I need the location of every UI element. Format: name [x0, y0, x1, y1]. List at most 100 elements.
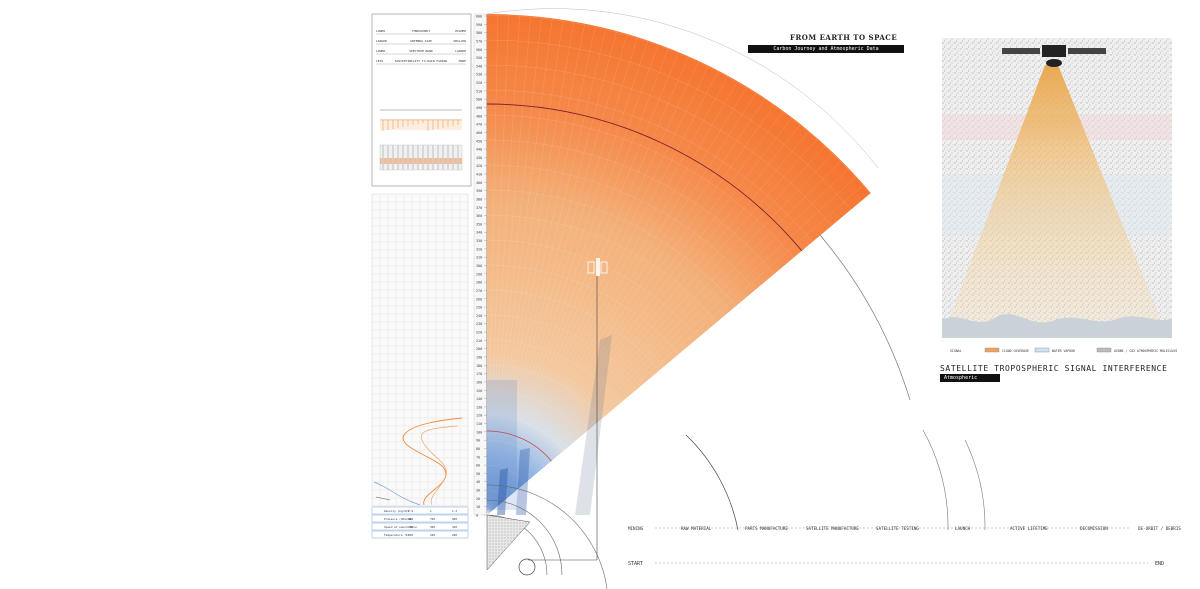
altitude-tick-label: 90: [476, 439, 480, 443]
altitude-tick-label: 500: [476, 98, 482, 102]
earth-wedge: [486, 514, 531, 571]
altitude-tick-label: 190: [476, 355, 482, 359]
lifecycle-stage: SATELLITE MANUFACTURE: [806, 526, 859, 531]
altitude-tick-label: 580: [476, 31, 482, 35]
table-cell: 0.9: [408, 509, 413, 513]
altitude-tick-label: 30: [476, 489, 480, 493]
altitude-tick-label: 160: [476, 380, 482, 384]
lifecycle-stage: LAUNCH: [955, 526, 971, 531]
satellite-panel-subtitle: Atmospheric losses: [940, 374, 1000, 389]
legend-swatch: [1034, 347, 1050, 353]
comparison-left: LESS: [376, 59, 383, 63]
altitude-tick-label: 560: [476, 48, 482, 52]
legend-label: WATER VAPOUR: [1052, 349, 1075, 353]
legend-swatch: [984, 347, 1000, 353]
altitude-tick-label: 280: [476, 281, 482, 285]
legend-label: CLOUD COVERAGE: [1002, 349, 1029, 353]
altitude-tick-label: 570: [476, 39, 482, 43]
lifecycle-stage: PARTS MANUFACTURE: [745, 526, 788, 531]
lifecycle-start: START: [628, 561, 643, 567]
satellite-icon: [587, 258, 608, 515]
altitude-tick-label: 100: [476, 430, 482, 434]
altitude-tick-label: 370: [476, 206, 482, 210]
table-cell: 1.3: [452, 509, 457, 513]
altitude-tick-label: 240: [476, 314, 482, 318]
bottom-table: Density (kg/m3)0.9 1 1.3 Pressure (hPa/m2)4…: [371, 506, 469, 539]
lifecycle-stage: RAW MATERIAL: [681, 526, 712, 531]
table-cell: 340: [452, 525, 457, 529]
table-row-label: Speed of sound (m/s): [384, 525, 418, 529]
altitude-tick-label: 70: [476, 455, 480, 459]
page-title: FROM EARTH TO SPACE: [790, 33, 898, 42]
altitude-scale: 6005905805705605505405305205105004904804…: [473, 13, 488, 518]
table-cell: 700: [430, 517, 435, 521]
table-row-label: Pressure (hPa/m2): [384, 517, 413, 521]
table-cell: 240: [430, 533, 435, 537]
table-cell: 900: [452, 517, 457, 521]
table-cell: 220: [408, 533, 413, 537]
altitude-tick-label: 420: [476, 164, 482, 168]
info-card: LOWER THROUGHPUT HIGHER LARGER ANTENNA SIZE S…: [371, 13, 472, 187]
band-chart: [379, 144, 463, 171]
table-cell: 300: [430, 525, 435, 529]
altitude-tick-label: 40: [476, 480, 480, 484]
graph-paper-column: [371, 193, 469, 507]
profile-curves: [373, 417, 463, 506]
altitude-tick-label: 10: [476, 505, 480, 509]
altitude-tick-label: 360: [476, 214, 482, 218]
altitude-tick-label: 130: [476, 405, 482, 409]
table-cell: 400: [408, 517, 413, 521]
lifecycle-stage: DECOMISSION: [1080, 526, 1108, 531]
table-row-label: Density (kg/m3): [384, 509, 410, 513]
lifecycle-stage: MINING: [628, 526, 644, 531]
altitude-tick-label: 480: [476, 114, 482, 118]
altitude-tick-label: 110: [476, 422, 482, 426]
comparison-center: THROUGHPUT: [412, 29, 430, 33]
altitude-tick-label: 200: [476, 347, 482, 351]
table-row-label: Temperature (K): [384, 533, 410, 537]
altitude-tick-label: 320: [476, 247, 482, 251]
comparison-right: MORE: [459, 59, 466, 63]
altitude-tick-label: 590: [476, 23, 482, 27]
altitude-tick-label: 120: [476, 414, 482, 418]
altitude-tick-label: 170: [476, 372, 482, 376]
atmosphere-fan: [486, 14, 871, 516]
comparison-center: ANTENNA SIZE: [410, 39, 432, 43]
altitude-tick-label: 50: [476, 472, 480, 476]
satellite-top-icon: [1002, 45, 1106, 67]
altitude-tick-label: 390: [476, 189, 482, 193]
comparison-right: LARGER: [455, 49, 466, 53]
comparison-left: LOWER: [376, 29, 385, 33]
altitude-tick-label: 230: [476, 322, 482, 326]
altitude-tick-label: 210: [476, 339, 482, 343]
altitude-tick-label: 470: [476, 123, 482, 127]
page-subtitle: Carbon Journey and Atmospheric Data: [748, 45, 904, 53]
altitude-tick-label: 80: [476, 447, 480, 451]
altitude-tick-label: 180: [476, 364, 482, 368]
comparison-center: SUSCEPTIBILITY TO RAIN FADING: [395, 59, 448, 63]
lifecycle-stage: ACTIVE LIFETIME: [1010, 526, 1048, 531]
altitude-tick-label: 530: [476, 73, 482, 77]
comparison-right: SMALLER: [453, 39, 466, 43]
altitude-tick-label: 270: [476, 289, 482, 293]
comparison-center: SPECTRUM BAND: [409, 49, 433, 53]
lifecycle-end: END: [1155, 561, 1164, 567]
altitude-tick-label: 20: [476, 497, 480, 501]
table-cell: 290: [452, 533, 457, 537]
table-cell: 290: [408, 525, 413, 529]
altitude-tick-label: 140: [476, 397, 482, 401]
altitude-tick-label: 310: [476, 256, 482, 260]
satellite-panel: SIGNAL CLOUD COVERAGE WATER VAPOUR OZONE / …: [942, 38, 1177, 353]
altitude-tick-label: 150: [476, 389, 482, 393]
satellite-panel-title: SATELLITE TROPOSPHERIC SIGNAL INTERFEREN…: [940, 364, 1168, 373]
altitude-tick-label: 450: [476, 139, 482, 143]
lifecycle-timeline: MINING RAW MATERIAL PARTS MANUFACTURE SATEL…: [628, 526, 1181, 567]
altitude-tick-label: 260: [476, 297, 482, 301]
altitude-tick-label: 330: [476, 239, 482, 243]
legend-swatch: [1096, 347, 1112, 353]
legend-label: OZONE / CO2 ATMOSPHERIC MOLECULES: [1114, 349, 1177, 353]
altitude-tick-label: 440: [476, 148, 482, 152]
altitude-tick-label: 430: [476, 156, 482, 160]
altitude-tick-label: 380: [476, 197, 482, 201]
